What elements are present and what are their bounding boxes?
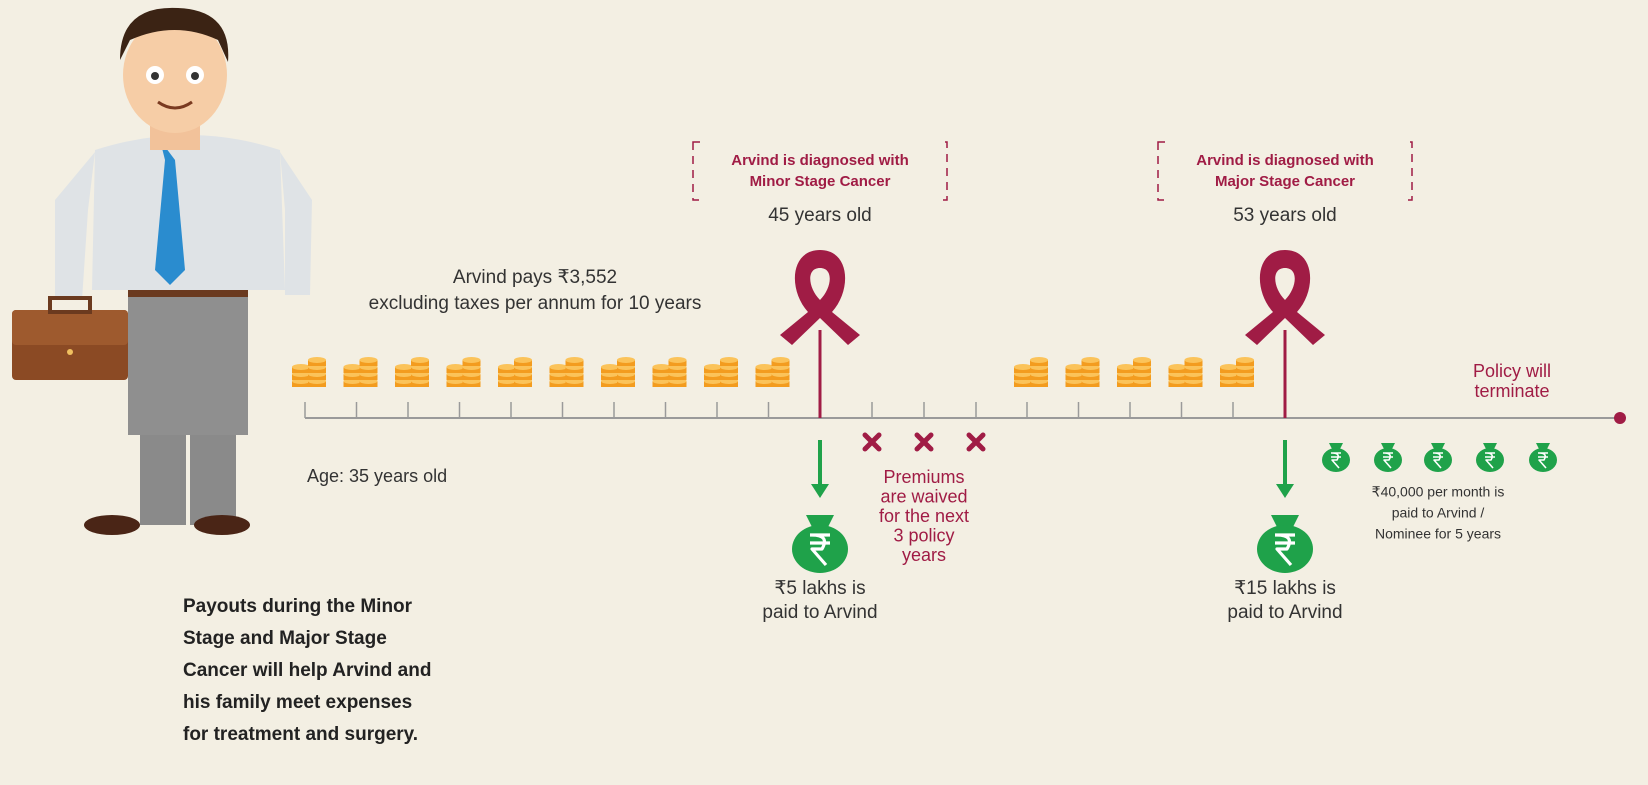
end-dot <box>1614 412 1626 424</box>
premium-text: excluding taxes per annum for 10 years <box>369 293 702 314</box>
monthly-payout-text: ₹40,000 per month is <box>1372 484 1505 500</box>
coin-top <box>772 357 790 363</box>
waiver-text: Premiums <box>883 467 964 487</box>
coin-top <box>601 364 619 370</box>
coin-top <box>1117 364 1135 370</box>
payout-text: paid to Arvind <box>1227 602 1342 623</box>
waiver-text: years <box>902 545 946 565</box>
coin-top <box>1185 357 1203 363</box>
coin-top <box>550 364 568 370</box>
coin-top <box>514 357 532 363</box>
coin-top <box>1169 364 1187 370</box>
coin-top <box>308 357 326 363</box>
coin-top <box>411 357 429 363</box>
coin-top <box>360 357 378 363</box>
coin-top <box>566 357 584 363</box>
coin-top <box>1066 364 1084 370</box>
coin-top <box>463 357 481 363</box>
infographic: Arvind is diagnosed with Minor Stage Canc… <box>0 0 1648 785</box>
termination-text: terminate <box>1474 381 1549 401</box>
coin-top <box>617 357 635 363</box>
coin-top <box>720 357 738 363</box>
diagnosis-box-gap <box>700 138 940 204</box>
diagnosis-box-gap <box>1165 138 1405 204</box>
diagnosis-text: Minor Stage Cancer <box>750 173 891 190</box>
summary-text: Payouts during the Minor <box>183 596 413 617</box>
coin-top <box>756 364 774 370</box>
payout-text: ₹15 lakhs is <box>1234 578 1336 599</box>
summary-text: his family meet expenses <box>183 692 412 713</box>
payout-text: ₹5 lakhs is <box>774 578 865 599</box>
coin-top <box>395 364 413 370</box>
waiver-text: for the next <box>879 506 969 526</box>
diagnosis-text: Major Stage Cancer <box>1215 173 1355 190</box>
summary-text: Cancer will help Arvind and <box>183 660 431 681</box>
summary-text: for treatment and surgery. <box>183 724 418 745</box>
diagnosis-text: Arvind is diagnosed with <box>731 152 909 169</box>
diagnosis-text: Arvind is diagnosed with <box>1196 152 1374 169</box>
coin-top <box>344 364 362 370</box>
coin-top <box>1236 357 1254 363</box>
coin-top <box>669 357 687 363</box>
coin-top <box>653 364 671 370</box>
coin-top <box>704 364 722 370</box>
coin-top <box>447 364 465 370</box>
summary-text: Stage and Major Stage <box>183 628 387 649</box>
coin-top <box>498 364 516 370</box>
coin-top <box>1014 364 1032 370</box>
start-age: Age: 35 years old <box>307 466 447 486</box>
monthly-payout-text: paid to Arvind / <box>1392 505 1485 521</box>
coin-top <box>1220 364 1238 370</box>
coin-top <box>1133 357 1151 363</box>
termination-text: Policy will <box>1473 361 1551 381</box>
premium-text: Arvind pays ₹3,552 <box>453 267 617 288</box>
waiver-text: are waived <box>880 486 967 506</box>
payout-text: paid to Arvind <box>762 602 877 623</box>
monthly-payout-text: Nominee for 5 years <box>1375 526 1501 542</box>
diagnosis-age: 53 years old <box>1233 205 1337 226</box>
waiver-text: 3 policy <box>893 525 954 545</box>
coin-top <box>1082 357 1100 363</box>
coin-top <box>1030 357 1048 363</box>
diagnosis-age: 45 years old <box>768 205 872 226</box>
coin-top <box>292 364 310 370</box>
